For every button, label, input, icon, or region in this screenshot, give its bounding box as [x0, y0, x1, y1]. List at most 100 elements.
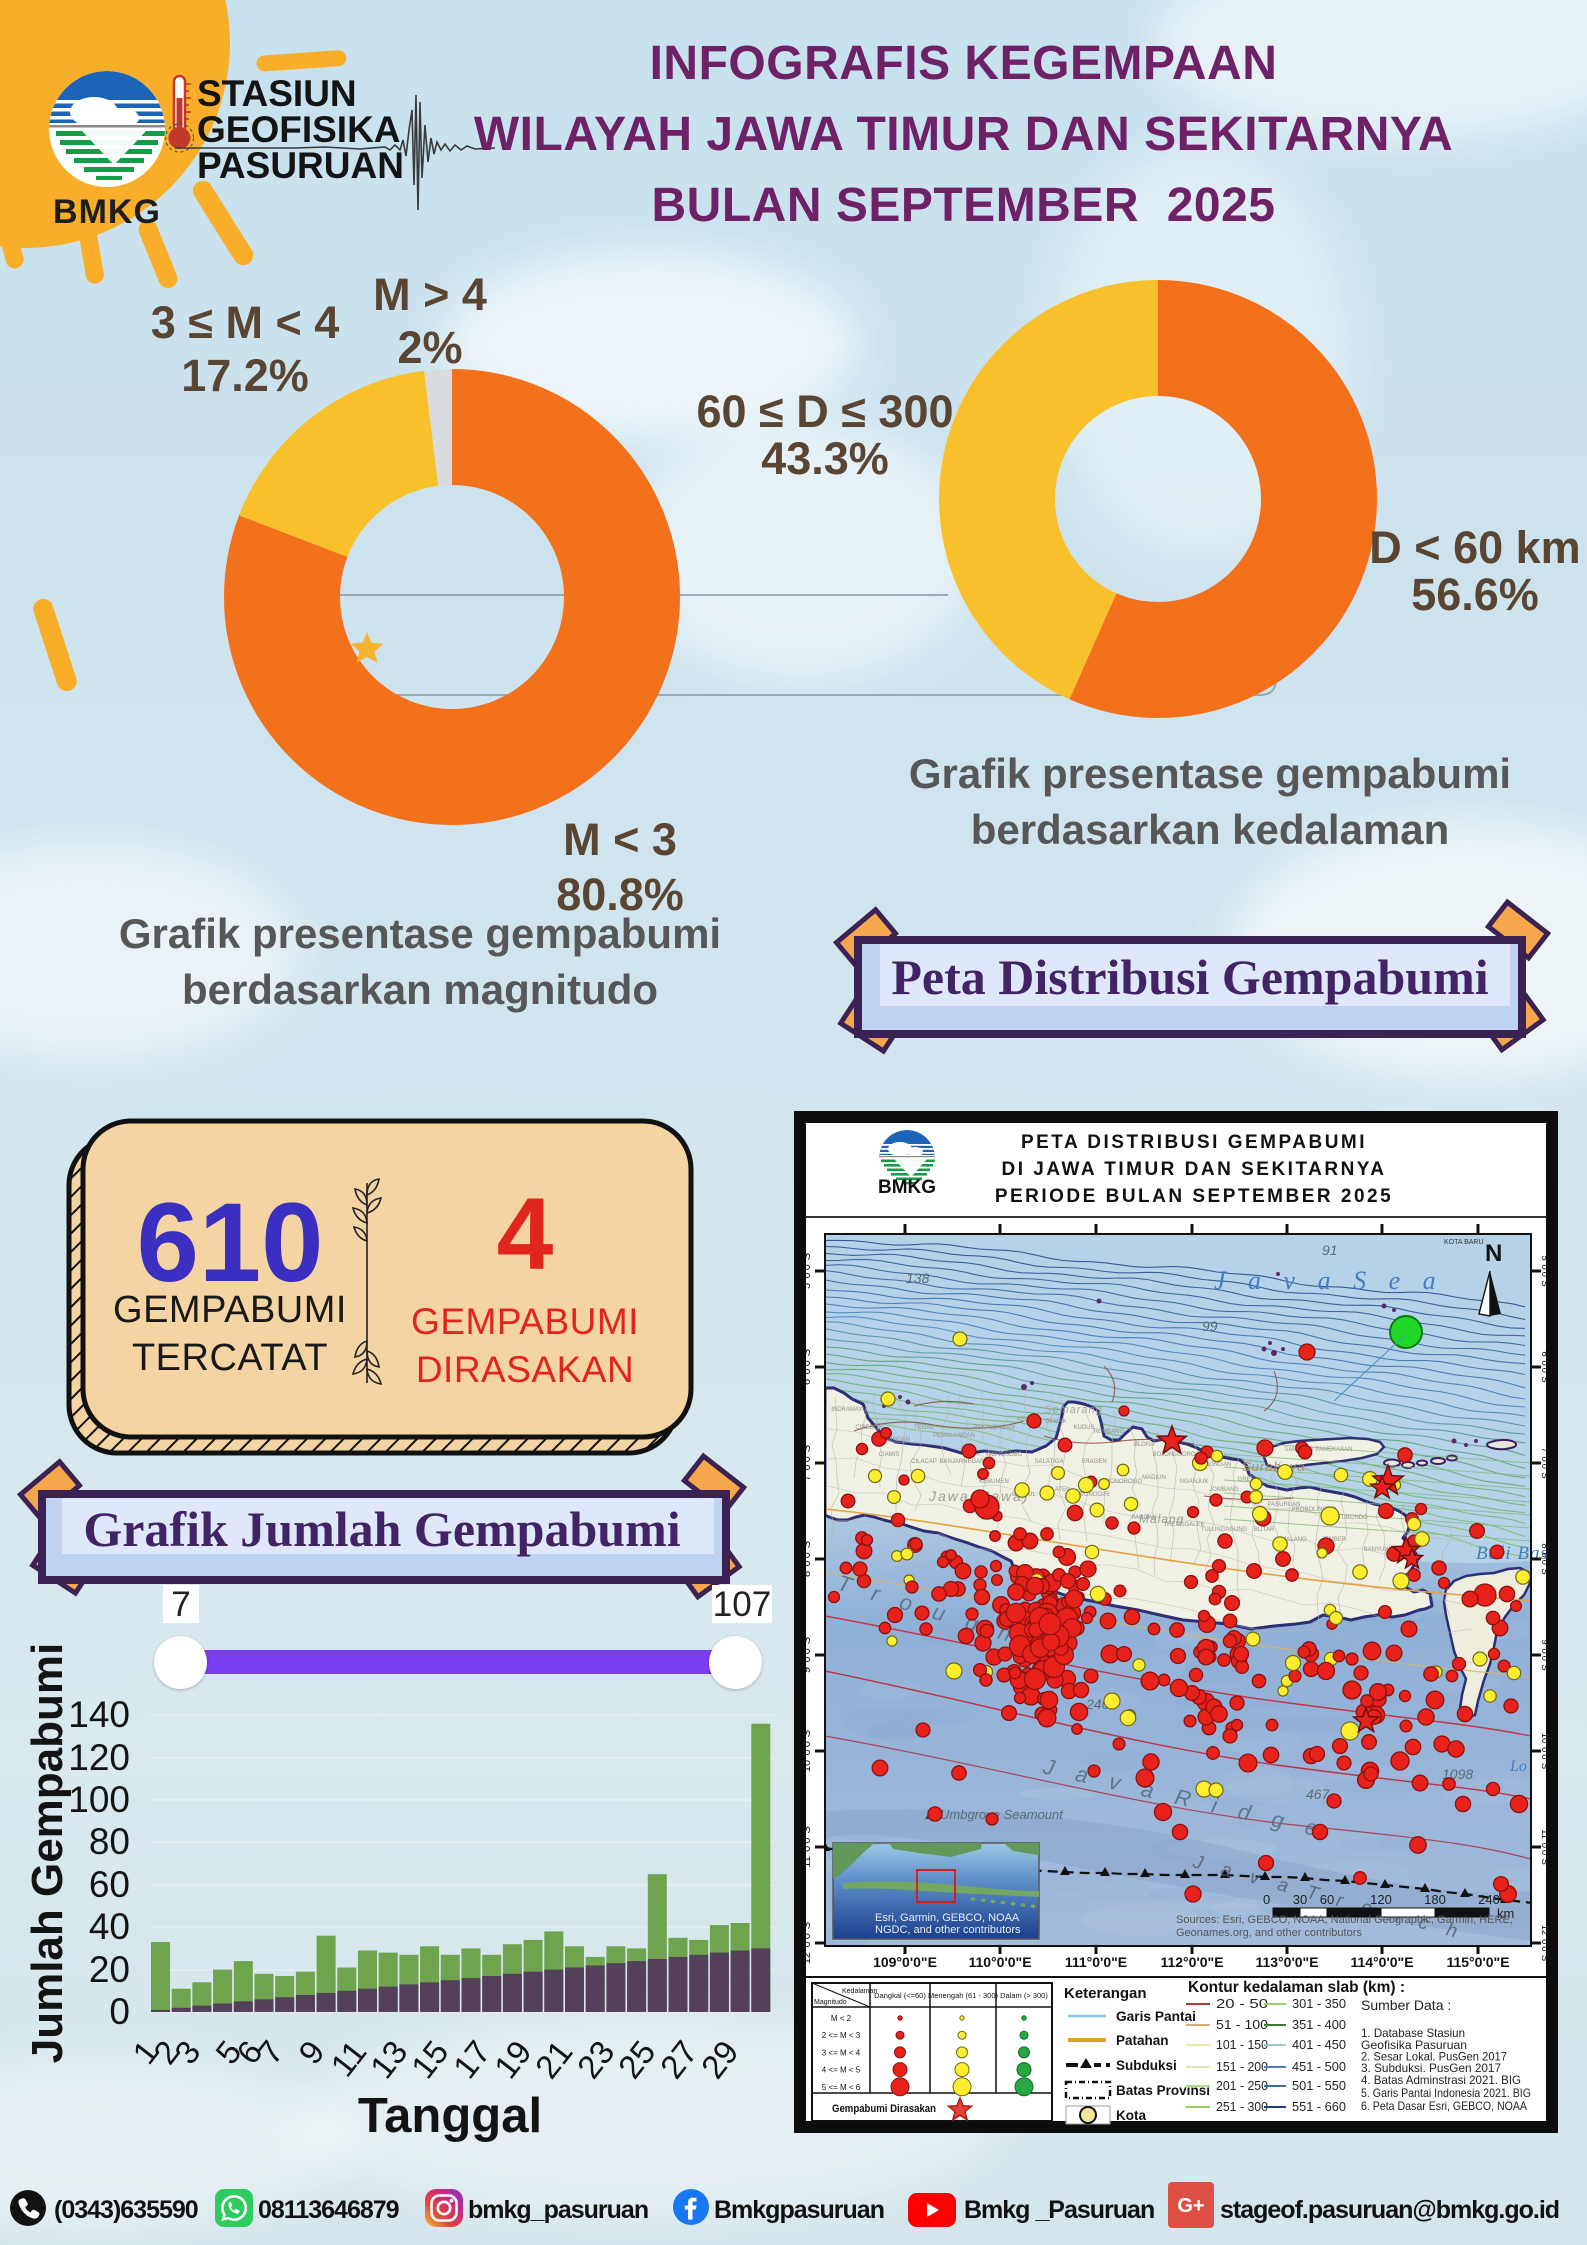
- svg-text:PONOROGO: PONOROGO: [1106, 1479, 1142, 1485]
- svg-text:BOJONEGORO: BOJONEGORO: [1152, 1452, 1195, 1458]
- svg-text:Dangkal (<=60): Dangkal (<=60): [874, 1991, 926, 2000]
- svg-text:Lo: Lo: [1509, 1758, 1527, 1775]
- svg-text:Magnitudo: Magnitudo: [814, 1999, 847, 2006]
- svg-text:80: 80: [89, 1821, 130, 1862]
- svg-text:6°0'0"S: 6°0'0"S: [801, 1349, 813, 1385]
- svg-text:10°0'0"S: 10°0'0"S: [801, 1730, 813, 1772]
- svg-text:Kontur kedalaman slab (km) :: Kontur kedalaman slab (km) :: [1188, 1979, 1405, 1996]
- svg-text:Kedalaman: Kedalaman: [842, 1988, 878, 1995]
- svg-text:40: 40: [89, 1906, 130, 1947]
- svg-text:12°0'0"S: 12°0'0"S: [801, 1922, 813, 1964]
- svg-text:60: 60: [1320, 1892, 1334, 1907]
- svg-text:Garis Pantai: Garis Pantai: [1116, 2009, 1196, 2024]
- svg-text:2. Sesar Lokal. PusGen 2017: 2. Sesar Lokal. PusGen 2017: [1361, 2050, 1507, 2064]
- svg-text:60: 60: [89, 1864, 130, 1905]
- svg-text:0: 0: [1263, 1892, 1270, 1907]
- svg-text:29: 29: [694, 2034, 746, 2086]
- svg-text:501 - 550: 501 - 550: [1292, 2078, 1346, 2093]
- svg-text:TRENGGALEK: TRENGGALEK: [1163, 1522, 1204, 1528]
- svg-text:Geofisika Pasuruan: Geofisika Pasuruan: [1361, 2038, 1467, 2052]
- svg-text:240: 240: [1478, 1892, 1500, 1907]
- svg-text:Semarang: Semarang: [1044, 1404, 1103, 1416]
- svg-text:4. Batas Adminstrasi 2021. BIG: 4. Batas Adminstrasi 2021. BIG: [1361, 2073, 1521, 2087]
- svg-text:CILACAP: CILACAP: [911, 1459, 937, 1465]
- svg-text:PACITAN: PACITAN: [1131, 1515, 1156, 1521]
- svg-text:91: 91: [1322, 1242, 1338, 1258]
- svg-text:9°0'0"S: 9°0'0"S: [801, 1637, 813, 1673]
- svg-text:km: km: [1497, 1906, 1514, 1921]
- svg-text:110°0'0"E: 110°0'0"E: [968, 1954, 1031, 1970]
- svg-text:Esri, Garmin, GEBCO, NOAA: Esri, Garmin, GEBCO, NOAA: [875, 1912, 1020, 1924]
- svg-text:KLATEN: KLATEN: [1048, 1487, 1071, 1493]
- svg-text:WONOGIRI: WONOGIRI: [1078, 1492, 1110, 1498]
- svg-text:Geonames.org, and other contri: Geonames.org, and other contributors: [1176, 1927, 1362, 1939]
- svg-text:115°0'0"E: 115°0'0"E: [1446, 1954, 1509, 1970]
- svg-text:120: 120: [1370, 1892, 1392, 1907]
- svg-text:8°0'0"S: 8°0'0"S: [801, 1541, 813, 1577]
- svg-text:KUNINGAN: KUNINGAN: [878, 1437, 910, 1443]
- svg-text:1. Database Stasiun: 1. Database Stasiun: [1361, 2026, 1465, 2040]
- svg-text:201 - 250: 201 - 250: [1216, 2078, 1268, 2093]
- svg-text:451 - 500: 451 - 500: [1292, 2059, 1346, 2074]
- svg-text:Sources: Esri, GEBCO, NOAA, Na: Sources: Esri, GEBCO, NOAA, National Geo…: [1176, 1914, 1513, 1926]
- svg-text:9: 9: [291, 2034, 331, 2071]
- svg-text:NGDC, and other contributors: NGDC, and other contributors: [875, 1924, 1021, 1936]
- svg-text:INDRAMAYU: INDRAMAYU: [831, 1407, 867, 1413]
- svg-text:113°0'0"E: 113°0'0"E: [1255, 1954, 1318, 1970]
- svg-text:Dalam (> 300): Dalam (> 300): [1000, 1991, 1048, 2000]
- svg-text:JOMBANG: JOMBANG: [1209, 1487, 1239, 1493]
- svg-text:Malang: Malang: [1139, 1512, 1184, 1526]
- svg-text:5°0'0"S: 5°0'0"S: [1539, 1255, 1550, 1286]
- svg-text:Umbgrove Seamount: Umbgrove Seamount: [940, 1807, 1064, 1822]
- svg-text:120: 120: [68, 1737, 130, 1778]
- svg-text:Sumber Data :: Sumber Data :: [1361, 1997, 1451, 2013]
- svg-text:TULUNGAGUNG: TULUNGAGUNG: [1201, 1527, 1248, 1533]
- svg-text:5 <= M < 6: 5 <= M < 6: [822, 2083, 861, 2092]
- svg-text:8°0'0"S: 8°0'0"S: [1539, 1543, 1550, 1574]
- svg-text:SITUBONDO: SITUBONDO: [1332, 1515, 1368, 1521]
- svg-text:3. Subduksi. PusGen 2017: 3. Subduksi. PusGen 2017: [1361, 2061, 1501, 2075]
- svg-text:6. Peta Dasar Esri, GEBCO, NOA: 6. Peta Dasar Esri, GEBCO, NOAA: [1361, 2099, 1527, 2113]
- svg-text:G+: G+: [1177, 2195, 1204, 2217]
- svg-text:KOTA BARU: KOTA BARU: [1444, 1239, 1484, 1246]
- svg-text:LAMONGAN: LAMONGAN: [1197, 1462, 1231, 1468]
- svg-text:BLITAR: BLITAR: [1254, 1527, 1275, 1533]
- svg-text:PETA DISTRIBUSI GEMPABUMI: PETA DISTRIBUSI GEMPABUMI: [1021, 1132, 1367, 1153]
- svg-text:GRESIK: GRESIK: [1238, 1477, 1261, 1483]
- svg-text:30: 30: [1293, 1892, 1307, 1907]
- svg-text:PAMEKASAN: PAMEKASAN: [1316, 1447, 1353, 1453]
- svg-text:0: 0: [109, 1991, 130, 2032]
- svg-text:11°0'0"S: 11°0'0"S: [1539, 1829, 1550, 1865]
- svg-text:MADIUN: MADIUN: [1142, 1475, 1166, 1481]
- svg-text:251 - 300: 251 - 300: [1216, 2099, 1268, 2114]
- svg-text:Surabaya: Surabaya: [1242, 1459, 1306, 1474]
- svg-text:CIAMIS: CIAMIS: [879, 1452, 900, 1458]
- svg-text:TEGAL: TEGAL: [914, 1425, 934, 1431]
- svg-text:151 - 200: 151 - 200: [1216, 2059, 1268, 2074]
- svg-text:MALANG: MALANG: [1281, 1537, 1307, 1543]
- svg-text:M < 2: M < 2: [831, 2014, 852, 2023]
- svg-text:101 - 150: 101 - 150: [1216, 2037, 1268, 2052]
- svg-text:3 <= M < 4: 3 <= M < 4: [822, 2048, 861, 2057]
- svg-text:99: 99: [1202, 1318, 1218, 1334]
- svg-text:SALATIGA: SALATIGA: [1035, 1459, 1064, 1465]
- svg-text:10°0'0"S: 10°0'0"S: [1539, 1733, 1550, 1769]
- svg-text:140: 140: [68, 1694, 130, 1735]
- svg-text:BANYUWANGI: BANYUWANGI: [1364, 1547, 1405, 1553]
- svg-text:100: 100: [68, 1779, 130, 1820]
- svg-text:N: N: [1485, 1240, 1502, 1267]
- svg-text:9°0'0"S: 9°0'0"S: [1539, 1639, 1550, 1670]
- svg-text:SRAGEN: SRAGEN: [1081, 1459, 1106, 1465]
- svg-text:401 - 450: 401 - 450: [1292, 2037, 1346, 2052]
- svg-text:180: 180: [1424, 1892, 1446, 1907]
- svg-text:Kota: Kota: [1116, 2108, 1146, 2123]
- svg-text:240: 240: [1085, 1696, 1110, 1712]
- svg-text:6°0'0"S: 6°0'0"S: [1539, 1351, 1550, 1382]
- svg-text:PEMALANGAN: PEMALANGAN: [933, 1433, 975, 1439]
- svg-text:12°0'0"S: 12°0'0"S: [1539, 1925, 1550, 1961]
- svg-text:Menengah (61 - 300): Menengah (61 - 300): [928, 1991, 999, 2000]
- svg-text:Gempabumi Dirasakan: Gempabumi Dirasakan: [832, 2103, 936, 2115]
- svg-text:7°0'0"S: 7°0'0"S: [1539, 1447, 1550, 1478]
- svg-text:112°0'0"E: 112°0'0"E: [1160, 1954, 1223, 1970]
- svg-text:CIREBON: CIREBON: [855, 1425, 882, 1431]
